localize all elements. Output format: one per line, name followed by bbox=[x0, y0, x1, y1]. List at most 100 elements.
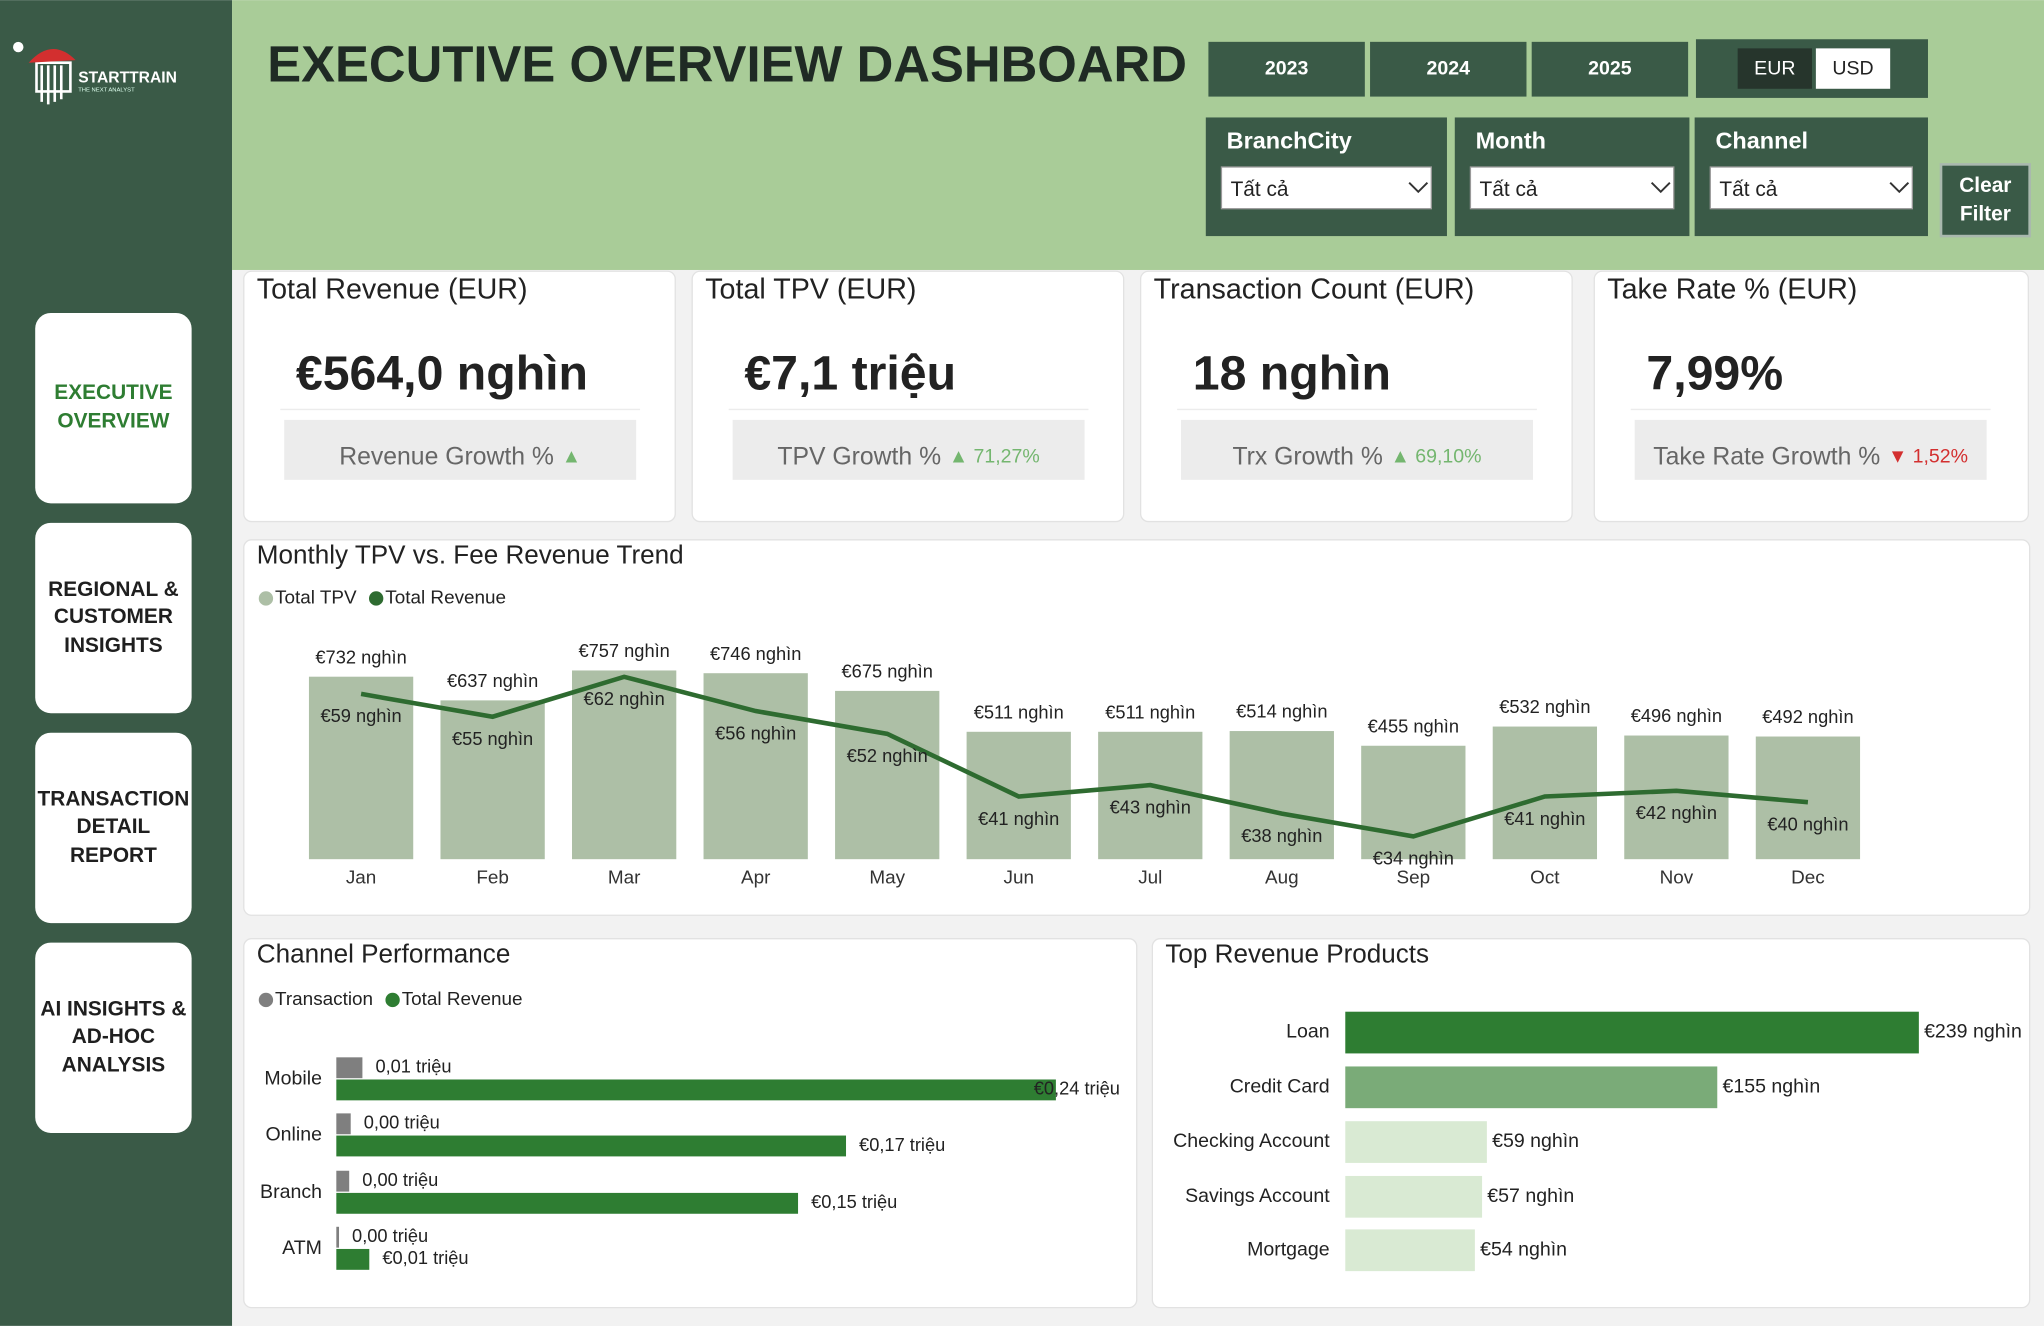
bar-value-label: €0,17 triệu bbox=[859, 1134, 945, 1155]
bar bbox=[1345, 1066, 1718, 1109]
currency-label: EUR bbox=[1754, 57, 1795, 79]
year-button[interactable] bbox=[1370, 41, 1527, 97]
x-tick-label: Jan bbox=[346, 868, 376, 889]
currency-button[interactable] bbox=[1815, 48, 1891, 89]
x-tick-label: Oct bbox=[1530, 868, 1560, 889]
chart-title: Top Revenue Products bbox=[1165, 939, 1429, 969]
nav-label: REGIONAL & CUSTOMER INSIGHTS bbox=[48, 578, 179, 657]
legend-marker bbox=[385, 992, 400, 1008]
nav-button[interactable] bbox=[35, 732, 192, 924]
line-value-label: €40 nghìn bbox=[1767, 813, 1848, 834]
bar-value-label: €155 nghìn bbox=[1722, 1075, 1820, 1097]
filter-value: Tất cả bbox=[1719, 178, 1777, 201]
bar-value-label: €637 nghìn bbox=[447, 670, 538, 691]
bar bbox=[336, 1248, 370, 1270]
bar bbox=[336, 1170, 350, 1192]
bar-value-label: €496 nghìn bbox=[1631, 705, 1722, 726]
x-tick-label: Sep bbox=[1397, 868, 1431, 889]
bar bbox=[336, 1135, 847, 1157]
y-tick-label: Branch bbox=[260, 1181, 322, 1203]
kpi-value: €7,1 triệu bbox=[744, 347, 956, 401]
kpi-growth: TPV Growth % ▲ 71,27% bbox=[777, 443, 1039, 470]
currency-button[interactable] bbox=[1737, 48, 1812, 89]
bar-value-label: 0,00 triệu bbox=[352, 1225, 428, 1246]
growth-label: Revenue Growth % bbox=[339, 443, 554, 470]
x-tick-label: Jul bbox=[1138, 868, 1162, 889]
chart-title: Channel Performance bbox=[257, 939, 511, 969]
year-button[interactable] bbox=[1531, 41, 1689, 97]
year-button[interactable] bbox=[1208, 41, 1365, 97]
y-tick-label: Loan bbox=[1286, 1021, 1329, 1043]
x-tick-label: Apr bbox=[741, 868, 770, 889]
filter-dropdown[interactable] bbox=[1709, 166, 1913, 210]
logo-icon bbox=[35, 61, 72, 93]
legend-label: Transaction bbox=[275, 989, 373, 1010]
logo-text: STARTTRAIN bbox=[78, 69, 177, 86]
bar-value-label: €532 nghìn bbox=[1499, 696, 1590, 717]
bar-value-label: €514 nghìn bbox=[1236, 701, 1327, 722]
y-tick-label: ATM bbox=[282, 1237, 322, 1259]
kpi-growth: Trx Growth % ▲ 69,10% bbox=[1232, 443, 1481, 470]
growth-label: Trx Growth % bbox=[1232, 443, 1382, 470]
x-tick-label: Feb bbox=[476, 868, 509, 889]
bar-value-label: €732 nghìn bbox=[315, 646, 406, 667]
nav-button[interactable] bbox=[35, 942, 192, 1133]
chart-title: Monthly TPV vs. Fee Revenue Trend bbox=[257, 540, 684, 570]
bar-value-label: €746 nghìn bbox=[710, 643, 801, 664]
growth-arrow: ▼ bbox=[1888, 446, 1907, 468]
filter-label: Channel bbox=[1716, 127, 1809, 153]
kpi-value: 7,99% bbox=[1646, 347, 1783, 401]
bar-value-label: 0,01 triệu bbox=[375, 1056, 451, 1077]
nav-label-box: AI INSIGHTS & AD-HOC ANALYSIS bbox=[40, 998, 186, 1076]
kpi-growth-box bbox=[732, 419, 1085, 480]
bar bbox=[1345, 1175, 1483, 1218]
bar-value-label: €0,15 triệu bbox=[811, 1191, 897, 1212]
nav-button[interactable] bbox=[35, 312, 192, 504]
year-label: 2024 bbox=[1427, 57, 1471, 79]
x-tick-label: Dec bbox=[1791, 868, 1825, 889]
bar bbox=[440, 700, 545, 860]
bar bbox=[1624, 735, 1729, 860]
legend-label: Total Revenue bbox=[402, 989, 523, 1010]
bar-value-label: 0,00 triệu bbox=[364, 1112, 440, 1133]
kpi-title: Total Revenue (EUR) bbox=[257, 273, 528, 305]
kpi-title: Take Rate % (EUR) bbox=[1607, 273, 1857, 305]
nav-label-box: REGIONAL & CUSTOMER INSIGHTS bbox=[48, 578, 179, 657]
page-title: EXECUTIVE OVERVIEW DASHBOARD bbox=[267, 35, 1187, 92]
kpi-growth: Revenue Growth % ▲ bbox=[339, 443, 581, 470]
kpi-growth-box bbox=[284, 419, 637, 480]
growth-value: 69,10% bbox=[1415, 446, 1481, 468]
year-label: 2023 bbox=[1265, 57, 1309, 79]
filter-value: Tất cả bbox=[1480, 178, 1538, 201]
bar-value-label: €455 nghìn bbox=[1368, 715, 1459, 736]
line-value-label: €56 nghìn bbox=[715, 722, 796, 743]
bar bbox=[1345, 1011, 1919, 1054]
kpi-growth-box bbox=[1634, 419, 1987, 480]
bar bbox=[1345, 1121, 1487, 1163]
legend-marker bbox=[258, 992, 274, 1008]
growth-value: 1,52% bbox=[1913, 446, 1968, 468]
legend-label: Total Revenue bbox=[385, 587, 506, 608]
bar bbox=[336, 1113, 351, 1135]
line-value-label: €34 nghìn bbox=[1373, 848, 1454, 869]
clear-filter-button[interactable] bbox=[1939, 163, 2031, 238]
dropdown-chevron bbox=[1889, 181, 1910, 194]
bar bbox=[336, 1079, 1056, 1101]
bar bbox=[835, 690, 940, 860]
bar-value-label: €57 nghìn bbox=[1487, 1185, 1574, 1207]
nav-button[interactable] bbox=[35, 522, 192, 714]
filter-dropdown[interactable] bbox=[1220, 166, 1432, 210]
clear-filter-label: Clear Filter bbox=[1959, 174, 2012, 225]
logo-tagline: THE NEXT ANALYST bbox=[78, 88, 135, 94]
filter-dropdown[interactable] bbox=[1469, 166, 1675, 210]
kpi-growth-box bbox=[1181, 419, 1533, 480]
kpi-title: Transaction Count (EUR) bbox=[1154, 273, 1475, 305]
line-value-label: €43 nghìn bbox=[1110, 796, 1191, 817]
bar bbox=[1098, 731, 1203, 860]
filter-label: BranchCity bbox=[1227, 127, 1352, 153]
bar-value-label: €511 nghìn bbox=[1105, 701, 1195, 722]
filter-label: Month bbox=[1476, 127, 1546, 153]
x-tick-label: Jun bbox=[1004, 868, 1034, 889]
growth-arrow: ▲ bbox=[1391, 446, 1410, 468]
x-tick-label: Mar bbox=[608, 868, 641, 889]
